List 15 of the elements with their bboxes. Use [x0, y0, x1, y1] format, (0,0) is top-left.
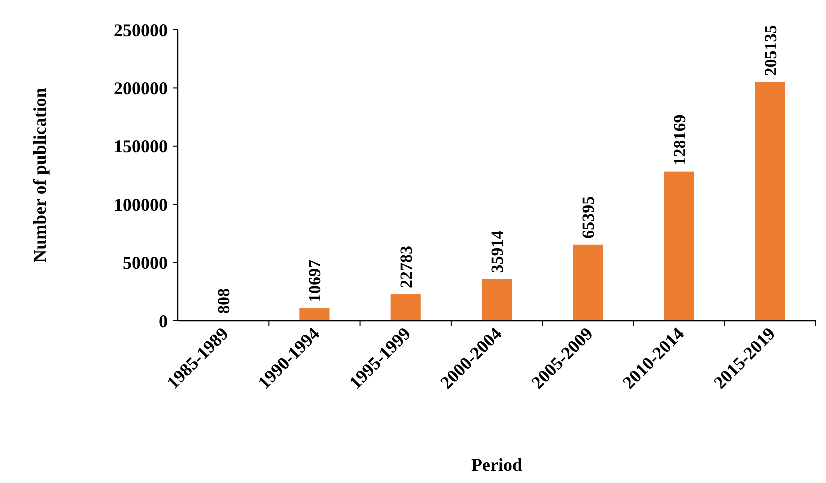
y-tick-label: 250000: [114, 20, 168, 40]
y-tick-label: 50000: [123, 253, 168, 274]
data-label: 35914: [488, 230, 507, 274]
data-label: 205135: [761, 25, 780, 76]
data-label: 10697: [306, 260, 325, 303]
data-label: 22783: [396, 246, 416, 288]
y-tick-label: 0: [159, 311, 168, 332]
x-axis-title: Period: [472, 455, 522, 475]
y-tick-label: 200000: [114, 78, 168, 98]
data-label: 808: [214, 288, 234, 314]
y-axis-title: Number of publication: [30, 88, 50, 263]
y-tick-label: 100000: [114, 194, 168, 215]
data-label: 65395: [579, 196, 598, 239]
y-tick-label: 150000: [114, 136, 168, 157]
data-label: 128169: [670, 114, 690, 166]
